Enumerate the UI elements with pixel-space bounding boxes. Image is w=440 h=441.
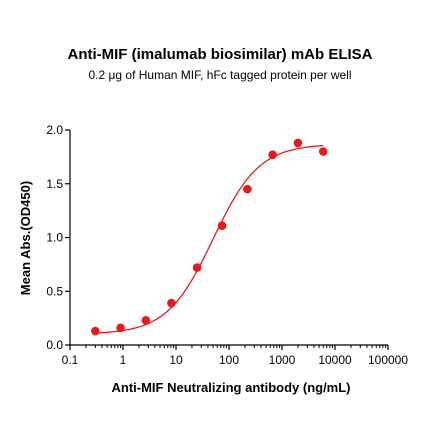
- x-tick-label: 1: [120, 353, 127, 367]
- x-tick-label: 100: [219, 353, 239, 367]
- y-tick-label: 1.5: [46, 177, 63, 191]
- data-point: [116, 323, 125, 333]
- data-point: [293, 138, 303, 148]
- data-point: [192, 263, 202, 272]
- data-point: [318, 147, 328, 156]
- fit-curve-layer: [95, 144, 324, 334]
- axes: 0.0 0.5 1.0 1.5 2.0 0.1 1 10 100 1000 10000 100000: [46, 123, 408, 367]
- data-point: [217, 221, 227, 230]
- y-axis-label: Mean Abs.(OD450): [18, 181, 33, 295]
- data-point: [268, 150, 277, 160]
- data-points-layer: [90, 138, 328, 336]
- y-tick-label: 2.0: [46, 123, 63, 137]
- x-tick-label: 10: [169, 353, 183, 367]
- x-axis-label: Anti-MIF Neutralizing antibody (ng/mL): [111, 380, 350, 395]
- x-tick-label: 10000: [318, 353, 352, 367]
- x-tick-label: 1000: [269, 353, 296, 367]
- y-tick-label: 1.0: [46, 231, 63, 245]
- data-point: [141, 315, 151, 325]
- chart-title: Anti-MIF (imalumab biosimilar) mAb ELISA: [67, 46, 373, 63]
- data-point: [243, 184, 252, 194]
- y-tick-label: 0.0: [46, 338, 63, 352]
- x-tick-label: 100000: [368, 353, 408, 367]
- data-point: [90, 326, 100, 336]
- chart-subtitle: 0.2 μg of Human MIF, hFc tagged protein …: [88, 68, 352, 82]
- fit-curve: [95, 144, 324, 334]
- data-point: [167, 298, 176, 308]
- x-tick-label: 0.1: [62, 353, 79, 367]
- y-tick-label: 0.5: [46, 284, 63, 298]
